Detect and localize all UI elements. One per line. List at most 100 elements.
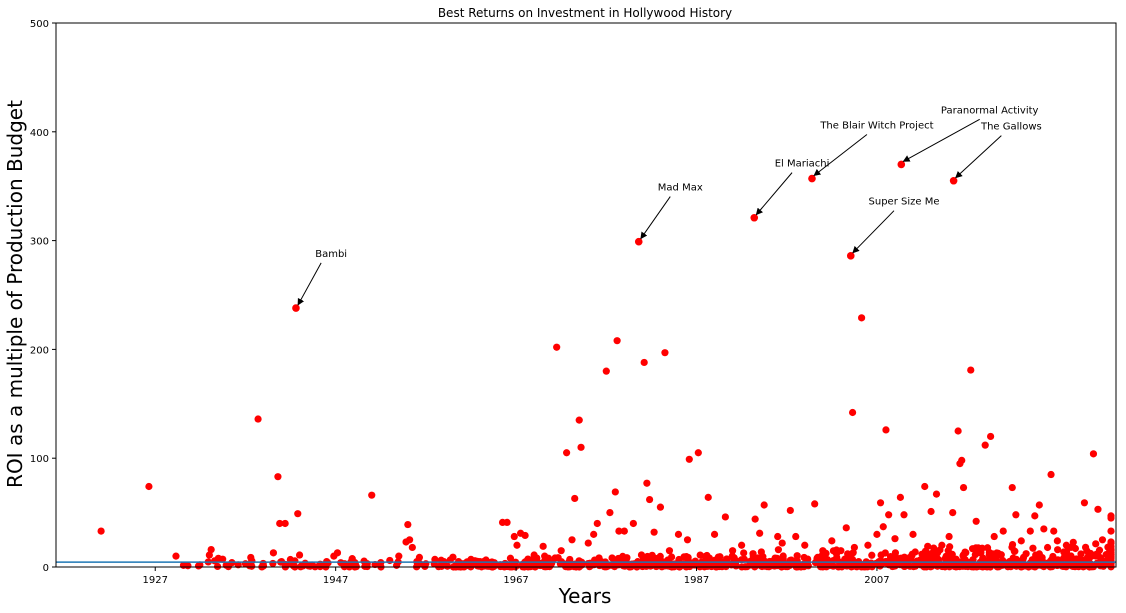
data-point (350, 562, 358, 570)
data-point (694, 449, 702, 457)
data-point (281, 519, 289, 528)
data-point (959, 483, 968, 492)
data-point (886, 553, 895, 561)
data-point (363, 560, 371, 568)
data-point (513, 541, 521, 549)
data-point (885, 511, 893, 519)
data-point (684, 559, 692, 567)
data-point (985, 562, 994, 570)
data-point (584, 539, 592, 547)
data-point (864, 541, 872, 549)
data-point (774, 546, 782, 554)
data-point (422, 560, 430, 568)
data-point (1107, 539, 1115, 547)
data-point (640, 358, 648, 367)
data-point (749, 550, 757, 558)
data-point (1107, 527, 1115, 535)
y-axis-label: ROI as a multiple of Production Budget (3, 100, 27, 488)
data-point (408, 543, 416, 552)
data-point (406, 536, 414, 544)
data-point (431, 555, 439, 563)
data-point (981, 441, 989, 449)
annotation-arrow (852, 210, 895, 254)
data-point (819, 547, 827, 555)
data-point (959, 559, 967, 567)
data-point (704, 493, 712, 501)
data-point (568, 536, 576, 544)
data-point (786, 506, 794, 515)
annotated-point (292, 304, 300, 312)
data-point (1008, 540, 1017, 549)
data-point (828, 537, 836, 545)
data-point (978, 559, 986, 567)
data-point (1098, 536, 1107, 544)
y-tick-label: 400 (30, 128, 49, 139)
data-point (611, 488, 619, 496)
x-tick-label: 1927 (143, 575, 168, 586)
data-point (530, 551, 538, 559)
x-tick-label: 1947 (323, 575, 348, 586)
y-tick-label: 200 (30, 345, 49, 356)
data-point (949, 508, 957, 517)
data-point (286, 555, 294, 564)
data-point (876, 499, 885, 507)
data-point (702, 562, 710, 570)
data-point (576, 562, 585, 570)
data-point (297, 562, 305, 570)
annotation-label: Mad Max (658, 183, 703, 194)
data-point (949, 555, 957, 563)
data-point (983, 544, 992, 552)
data-point (241, 560, 250, 568)
data-point (1053, 561, 1061, 570)
annotation-arrow (640, 196, 671, 240)
y-tick-label: 100 (30, 454, 49, 465)
data-point (1008, 483, 1016, 492)
data-point (333, 549, 342, 557)
data-point (1048, 555, 1056, 564)
annotation-label: Bambi (315, 249, 347, 260)
data-point (757, 548, 765, 556)
data-point (987, 432, 995, 441)
data-point (629, 519, 637, 528)
data-point (648, 551, 656, 559)
data-point (954, 427, 962, 435)
data-point (577, 443, 585, 451)
annotation-label: The Blair Witch Project (819, 121, 933, 132)
data-point (873, 530, 881, 538)
annotated-point (897, 160, 906, 169)
data-point (214, 554, 222, 562)
data-point (1040, 525, 1048, 533)
data-point (881, 549, 889, 557)
data-point (665, 547, 674, 555)
data-point (814, 553, 822, 561)
data-point (613, 337, 621, 345)
data-point (994, 549, 1002, 557)
data-point (792, 532, 800, 541)
data-point (1084, 553, 1092, 561)
data-point (793, 552, 801, 560)
data-point (1019, 555, 1027, 563)
data-point (595, 554, 603, 562)
data-point (750, 562, 758, 570)
data-point (942, 552, 950, 560)
data-point (967, 366, 975, 374)
data-point (1031, 512, 1039, 520)
data-point (811, 500, 819, 508)
data-point (757, 562, 765, 570)
data-point (172, 552, 180, 560)
data-point (593, 519, 601, 528)
data-point (746, 557, 755, 565)
data-point (946, 543, 954, 551)
data-point (635, 561, 643, 570)
data-point (254, 415, 262, 423)
data-point (563, 449, 571, 457)
annotation-arrow (902, 118, 980, 162)
data-point (774, 532, 782, 541)
data-point (544, 554, 553, 562)
data-point (1107, 562, 1115, 570)
data-point (1011, 547, 1019, 555)
data-point (213, 562, 222, 571)
data-point (1054, 546, 1062, 554)
data-point (295, 551, 304, 559)
